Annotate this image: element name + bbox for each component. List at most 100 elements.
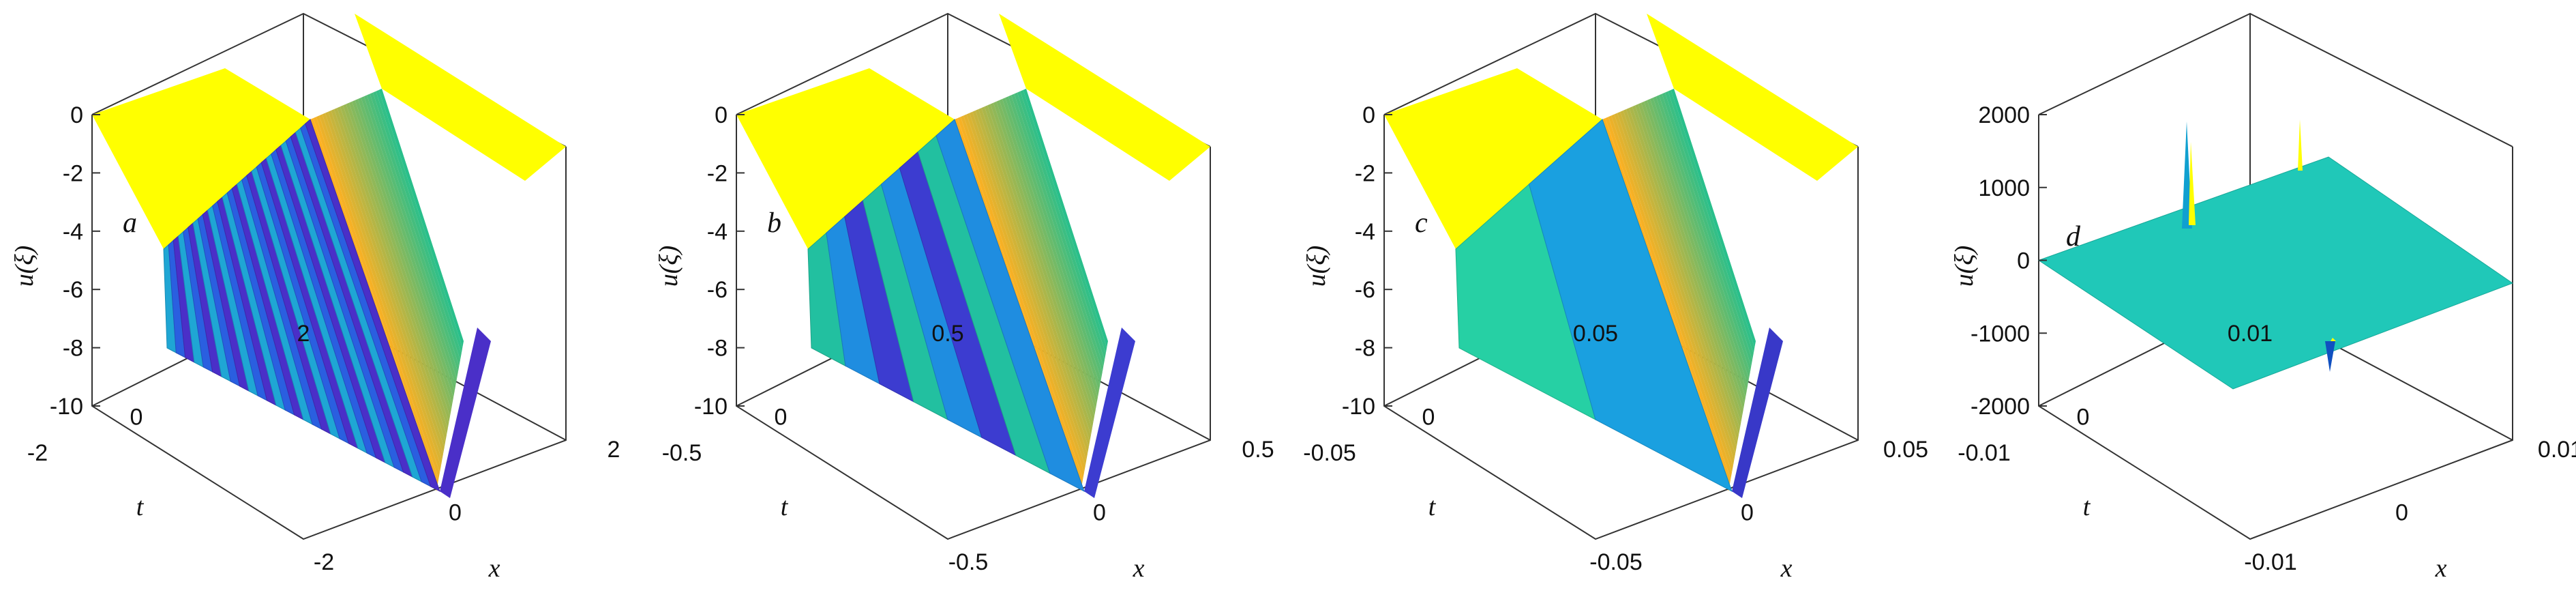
spike-positive-highlight [2189,142,2196,225]
z-tick-label: -6 [707,277,728,303]
t-tick-label: -0.01 [1958,440,2011,466]
z-axis-label: u(ξ) [1302,246,1331,287]
z-tick-label: -2 [707,160,728,186]
trough-wall-strip [367,93,460,373]
z-tick-label: -10 [694,394,728,420]
trough-wall-strip [972,110,1089,454]
trough-wall-strip [1623,109,1738,448]
z-axis: 2000 1000 0 -1000 -2000 u(ξ) [1950,102,2047,420]
trough-wall-strip [322,113,443,467]
trough-wall-strip [334,108,447,441]
trough-wall-strip [990,102,1096,416]
z-tick-label: -6 [63,277,83,303]
plane [2037,156,2514,390]
t-tick-label: -0.5 [662,440,702,466]
z-tick-label: -10 [50,394,83,420]
z-axis: 0 -2 -4 -6 -8 -10 u(ξ) [10,102,100,420]
t-axis-label: t [781,493,789,521]
t-tick-label: 2 [297,321,310,347]
z-tick-label: 0 [70,102,83,128]
t-tick-label: 0.5 [931,321,963,347]
t-axis-label: t [2083,493,2091,521]
plateau-left [1384,68,1602,249]
trough-wall-strip [996,100,1098,404]
t-tick-label: 0.01 [2228,321,2273,347]
surface [1384,14,1858,498]
trough-wall-strip [1638,102,1743,416]
x-axis-label: x [1780,554,1793,583]
z-tick-label: -8 [63,336,83,362]
panel-letter: a [123,207,137,239]
box-front-edges [1383,115,1859,540]
z-tick-label: -2 [63,160,83,186]
trough-wall-strip [346,102,451,416]
x-tick-label: 0 [1093,500,1106,526]
z-tick-label: 2000 [1978,102,2030,128]
trough-wall-strip [1608,115,1732,479]
x-tick-label: -0.01 [2244,549,2297,575]
trough-wall-strip [378,89,464,348]
plateau-left [736,68,955,249]
x-tick-label: 0.05 [1883,437,1928,463]
trough-wall-strip [340,105,449,429]
trough-wall-strip [343,104,450,423]
panel-d: 2000 1000 0 -1000 -2000 u(ξ) -0.01 0 0.01 t -0.01 0… [1950,12,2576,583]
axes-box [2038,12,2513,540]
trough-wall-strip [361,96,457,386]
trough-wall-strip [984,105,1094,429]
trough-wall-strip [978,108,1091,441]
z-tick-label: 0 [2017,248,2030,274]
x-axis-label: x [488,554,500,583]
trough-wall-strip [1664,91,1754,360]
trough-wall-strip [331,109,446,448]
trough-wall-strip [1671,89,1756,348]
t-tick-label: 0 [2077,405,2090,431]
trough-wall-strip [313,117,439,485]
t-tick-label: -0.05 [1303,440,1356,466]
trough-wall-strip [363,95,458,379]
panel-c: 0 -2 -4 -6 -8 -10 u(ξ) -0.05 0 0.05 t -0.05 0 0.05 x c [1302,12,1928,583]
trough-wall-strip [1020,89,1107,354]
trough-wall-strip [969,111,1088,461]
trough-wall-strip [1023,89,1108,348]
trough-wall-strip [352,100,453,404]
t-axis: -0.5 0 0.5 t [662,321,964,521]
x-tick-label: 0 [1741,500,1754,526]
panel-a: 0 -2 -4 -6 -8 -10 u(ξ) -2 0 2 t -2 0 2 x a [10,12,620,583]
x-axis: -0.5 0 0.5 x [948,437,1274,583]
trough-wall-strip [1644,100,1746,404]
z-tick-label: -4 [1355,219,1375,245]
trough-wall-strip [1011,93,1104,373]
box-front-edges [91,115,567,540]
t-axis: -0.05 0 0.05 t [1303,321,1618,521]
x-tick-label: 2 [608,437,620,463]
trough-wall-strip [358,98,456,392]
trough-wall-strip [960,115,1084,479]
plateau-right [355,14,566,181]
trough-wall-strip [325,111,443,461]
trough-wall-strip [1647,99,1747,398]
box-front-edges [736,115,1211,540]
trough-wall-strip [1635,104,1742,423]
trough-wall-strip [1653,96,1749,386]
panel-letter: c [1415,207,1428,239]
trough-wall-strip [370,92,460,366]
z-tick-label: -1000 [1971,321,2030,347]
box-front-edges [2038,115,2513,540]
trough-wall-strip [1014,92,1105,366]
surface [92,14,566,498]
z-axis-label: u(ξ) [1950,246,1979,287]
panels: 0 -2 -4 -6 -8 -10 u(ξ) -2 0 2 t -2 0 2 x a 0 -2 -4 -6 -8 -10 u… [10,12,2576,583]
z-axis: 0 -2 -4 -6 -8 -10 u(ξ) [1302,102,1392,420]
z-tick-label: 0 [1362,102,1375,128]
z-axis-label: u(ξ) [10,246,39,287]
trough-wall-strip [1632,105,1741,429]
x-axis-label: x [1133,554,1145,583]
surface [2037,119,2514,390]
t-axis-label: t [1428,493,1437,521]
trough-wall-strip [1614,113,1735,467]
t-axis: -0.01 0 0.01 t [1958,321,2273,521]
trough-wall-strip [975,109,1090,448]
z-tick-label: -4 [63,219,83,245]
trough-wall-strip [1662,92,1752,366]
